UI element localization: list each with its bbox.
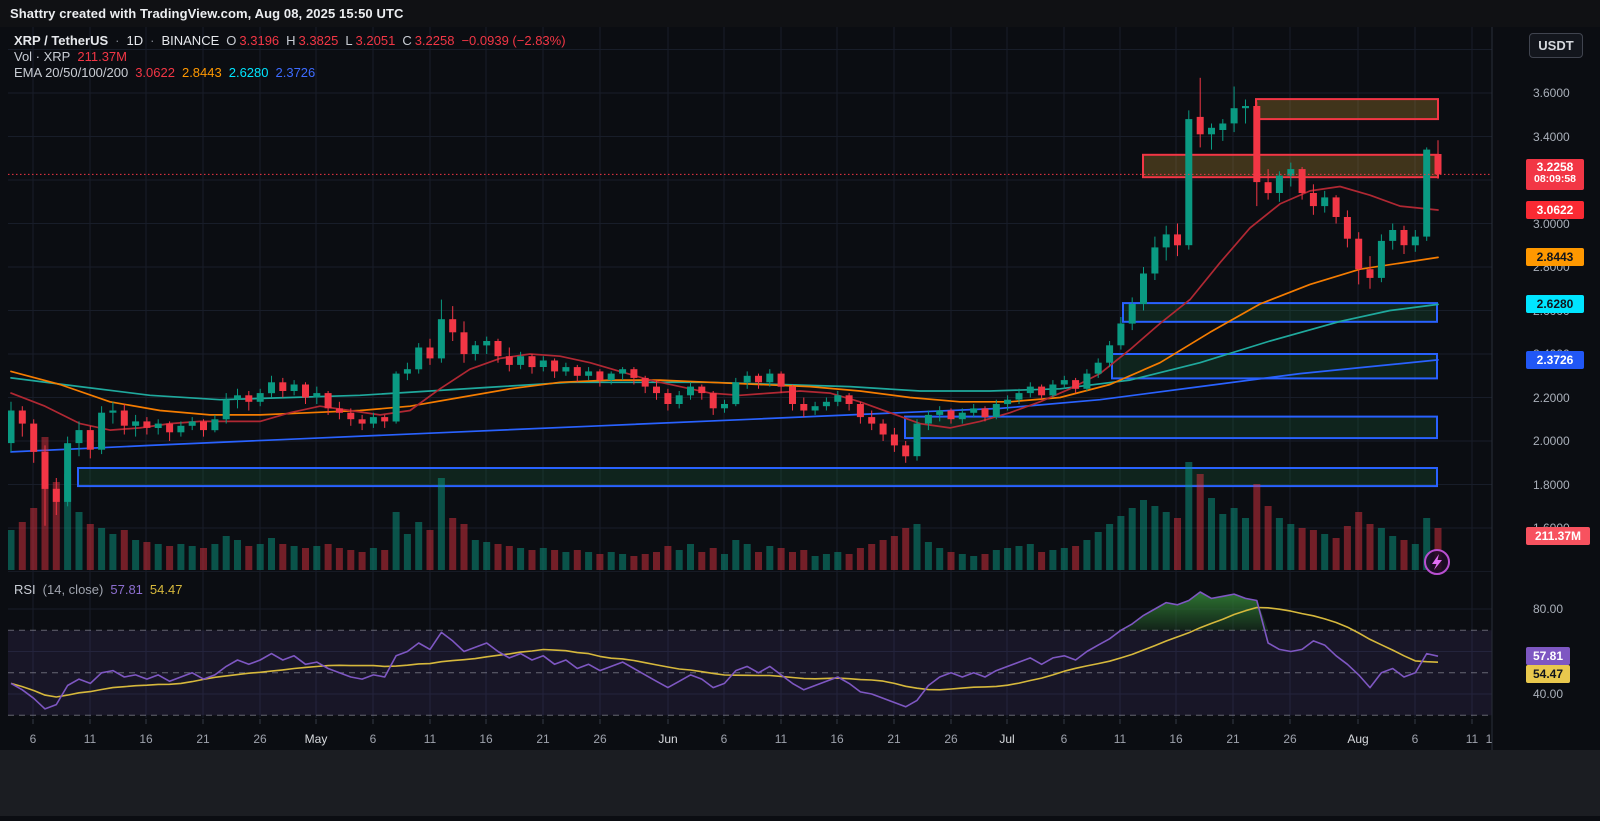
rsi-value-badge: 57.81 (1526, 647, 1570, 666)
legend-symbol-segment: 3.3196 (239, 33, 280, 48)
legend-rsi-row: RSI (14, close) 57.81 54.47 (14, 582, 189, 597)
price-tick-label: 3.6000 (1533, 86, 1570, 100)
time-axis-month-label: May (304, 732, 328, 746)
legend-rsi-segment: 57.81 (110, 582, 143, 597)
legend-symbol-segment: −0.0939 (−2.83%) (461, 33, 566, 48)
watermark-text: Shattry created with TradingView.com, Au… (10, 6, 404, 21)
price-tick-label: 1.8000 (1533, 477, 1570, 492)
ema200-price-badge: 2.3726 (1526, 350, 1584, 369)
time-axis-label: 6 (1411, 732, 1419, 746)
time-axis-label: 21 (887, 732, 901, 746)
time-axis-label: 11 (774, 732, 788, 746)
time-axis-label: 21 (1226, 732, 1240, 746)
price-tick-label: 3.0000 (1533, 216, 1570, 231)
legend-rsi-segment: 54.47 (149, 582, 183, 597)
time-axis-label: 16 (479, 732, 493, 746)
legend-volume-segment: 211.37M (77, 49, 127, 64)
volume-badge: 211.37M (1526, 527, 1590, 545)
legend-ema-row: EMA 20/50/100/200 3.0622 2.8443 2.6280 2.372… (14, 65, 322, 80)
price-tick-label: 2.0000 (1533, 434, 1570, 448)
ema100-price-badge: 2.6280 (1526, 295, 1584, 314)
time-axis-label: 21 (536, 732, 550, 746)
ema20-price-badge: 3.0622 (1526, 200, 1584, 219)
legend-rsi-segment: RSI (14, 582, 36, 597)
legend-symbol-row: XRP / TetherUS · 1D · BINANCE O 3.3196 H 3.3825 L… (14, 33, 573, 48)
rsi-ma-value-badge: 54.47 (1526, 665, 1570, 684)
price-tick-label: 3.4000 (1533, 129, 1570, 144)
legend-symbol-segment: 3.3825 (298, 33, 339, 48)
time-axis-label: 26 (1283, 732, 1297, 746)
currency-toggle-button[interactable]: USDT (1529, 33, 1583, 58)
time-axis-label: 11 (1113, 732, 1127, 746)
price-axis[interactable]: 3.60003.40003.20003.00002.80002.60002.40… (1492, 27, 1600, 750)
time-axis-label: 11 (83, 732, 97, 746)
legend-ema-segment: 2.6280 (228, 65, 269, 80)
legend-volume-segment: Vol · XRP (14, 49, 71, 64)
legend-ema-segment: 2.3726 (275, 65, 316, 80)
legend-symbol-segment: H (286, 33, 296, 48)
rsi-tick-label: 40.00 (1533, 687, 1564, 701)
last-price-badge: 3.2258 08:09:58 (1526, 159, 1584, 191)
time-axis-label: 1 (1485, 732, 1492, 746)
time-axis-label: 16 (830, 732, 844, 746)
time-axis-month-label: Jun (658, 732, 678, 746)
time-axis-label: 11 (1465, 732, 1479, 746)
price-tick-label: 2.2000 (1533, 390, 1570, 405)
ema50-price-badge: 2.8443 (1526, 248, 1584, 267)
time-axis-label: 16 (1169, 732, 1183, 746)
time-axis-label: 26 (944, 732, 958, 746)
rsi-tick-label: 80.00 (1533, 602, 1564, 616)
legend-ema-segment: 3.0622 (135, 65, 175, 80)
time-axis-label: 16 (139, 732, 153, 746)
time-axis-label: 6 (369, 732, 377, 746)
time-axis-month-label: Jul (999, 732, 1015, 746)
watermark-bar: Shattry created with TradingView.com, Au… (0, 0, 1600, 27)
legend-symbol-segment: 3.2258 (414, 33, 455, 48)
legend-volume-row: Vol · XRP 211.37M (14, 49, 134, 64)
time-axis-label: 6 (720, 732, 728, 746)
legend-symbol-segment: · (115, 33, 120, 48)
time-axis-label: 26 (593, 732, 607, 746)
legend-symbol-segment: BINANCE (161, 33, 220, 48)
legend-ema-segment: EMA 20/50/100/200 (14, 65, 129, 80)
legend-symbol-segment: O (226, 33, 237, 48)
time-axis-label: 6 (1060, 732, 1068, 746)
time-axis-month-label: Aug (1347, 732, 1369, 746)
time-axis-label: 21 (196, 732, 210, 746)
legend-symbol-segment: 3.2051 (355, 33, 396, 48)
time-axis-label: 26 (253, 732, 267, 746)
footer-bar (0, 750, 1600, 816)
legend-rsi-segment: (14, close) (42, 582, 104, 597)
time-axis-label: 6 (29, 732, 37, 746)
legend-symbol-segment: 1D (126, 33, 144, 48)
legend-symbol-segment: XRP / TetherUS (14, 33, 109, 48)
lightning-boost-button[interactable] (1423, 548, 1451, 576)
time-axis-label: 11 (423, 732, 437, 746)
legend-symbol-segment: · (150, 33, 155, 48)
legend-symbol-segment: C (402, 33, 412, 48)
legend-symbol-segment: L (345, 33, 353, 48)
lightning-icon (1424, 549, 1450, 575)
legend-ema-segment: 2.8443 (181, 65, 222, 80)
time-axis[interactable]: 6 11 16 21 26 May 6 11 16 21 26 Jun 6 11 16 21 26 Jul 6 11 1… (8, 726, 1492, 750)
